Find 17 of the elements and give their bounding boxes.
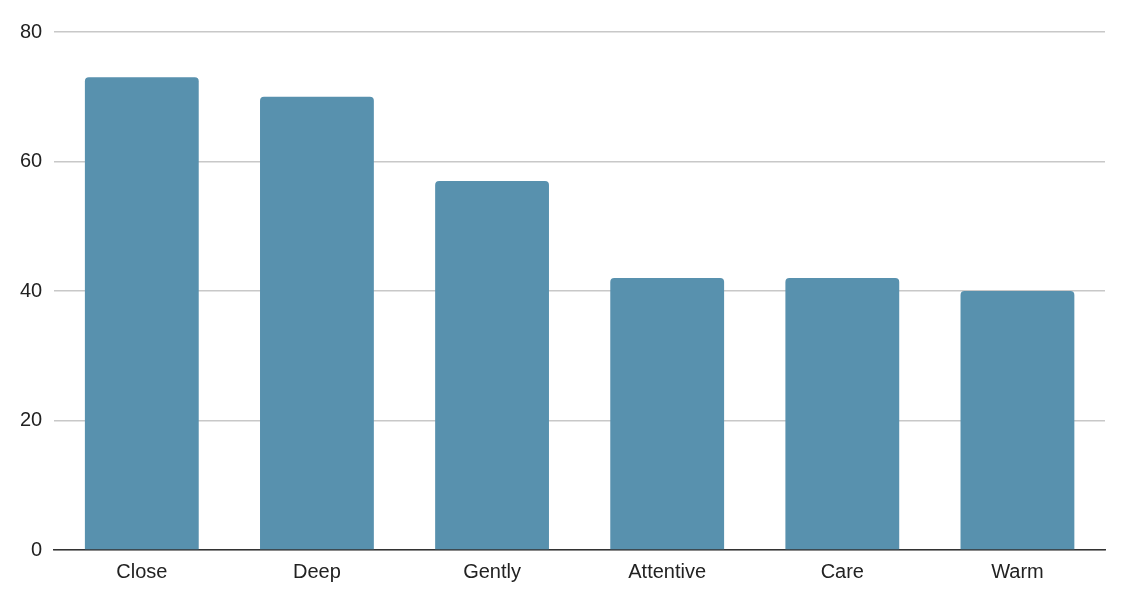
bar [435,180,549,550]
bar [84,77,199,550]
y-tick-label: 80 [20,19,43,42]
y-tick-label: 60 [20,149,43,172]
bar [785,278,900,550]
bar [960,291,1075,550]
x-tick-label: Attentive [628,559,707,582]
bar [260,96,374,550]
y-tick-label: 0 [31,537,43,560]
x-tick-label: Close [116,559,168,582]
x-tick-label: Gently [463,559,521,582]
x-tick-label: Warm [991,559,1044,582]
x-tick-label: Deep [293,559,341,582]
y-tick-label: 40 [20,278,43,301]
bar [610,278,725,550]
x-tick-label: Care [820,559,864,582]
y-tick-label: 20 [20,408,43,431]
